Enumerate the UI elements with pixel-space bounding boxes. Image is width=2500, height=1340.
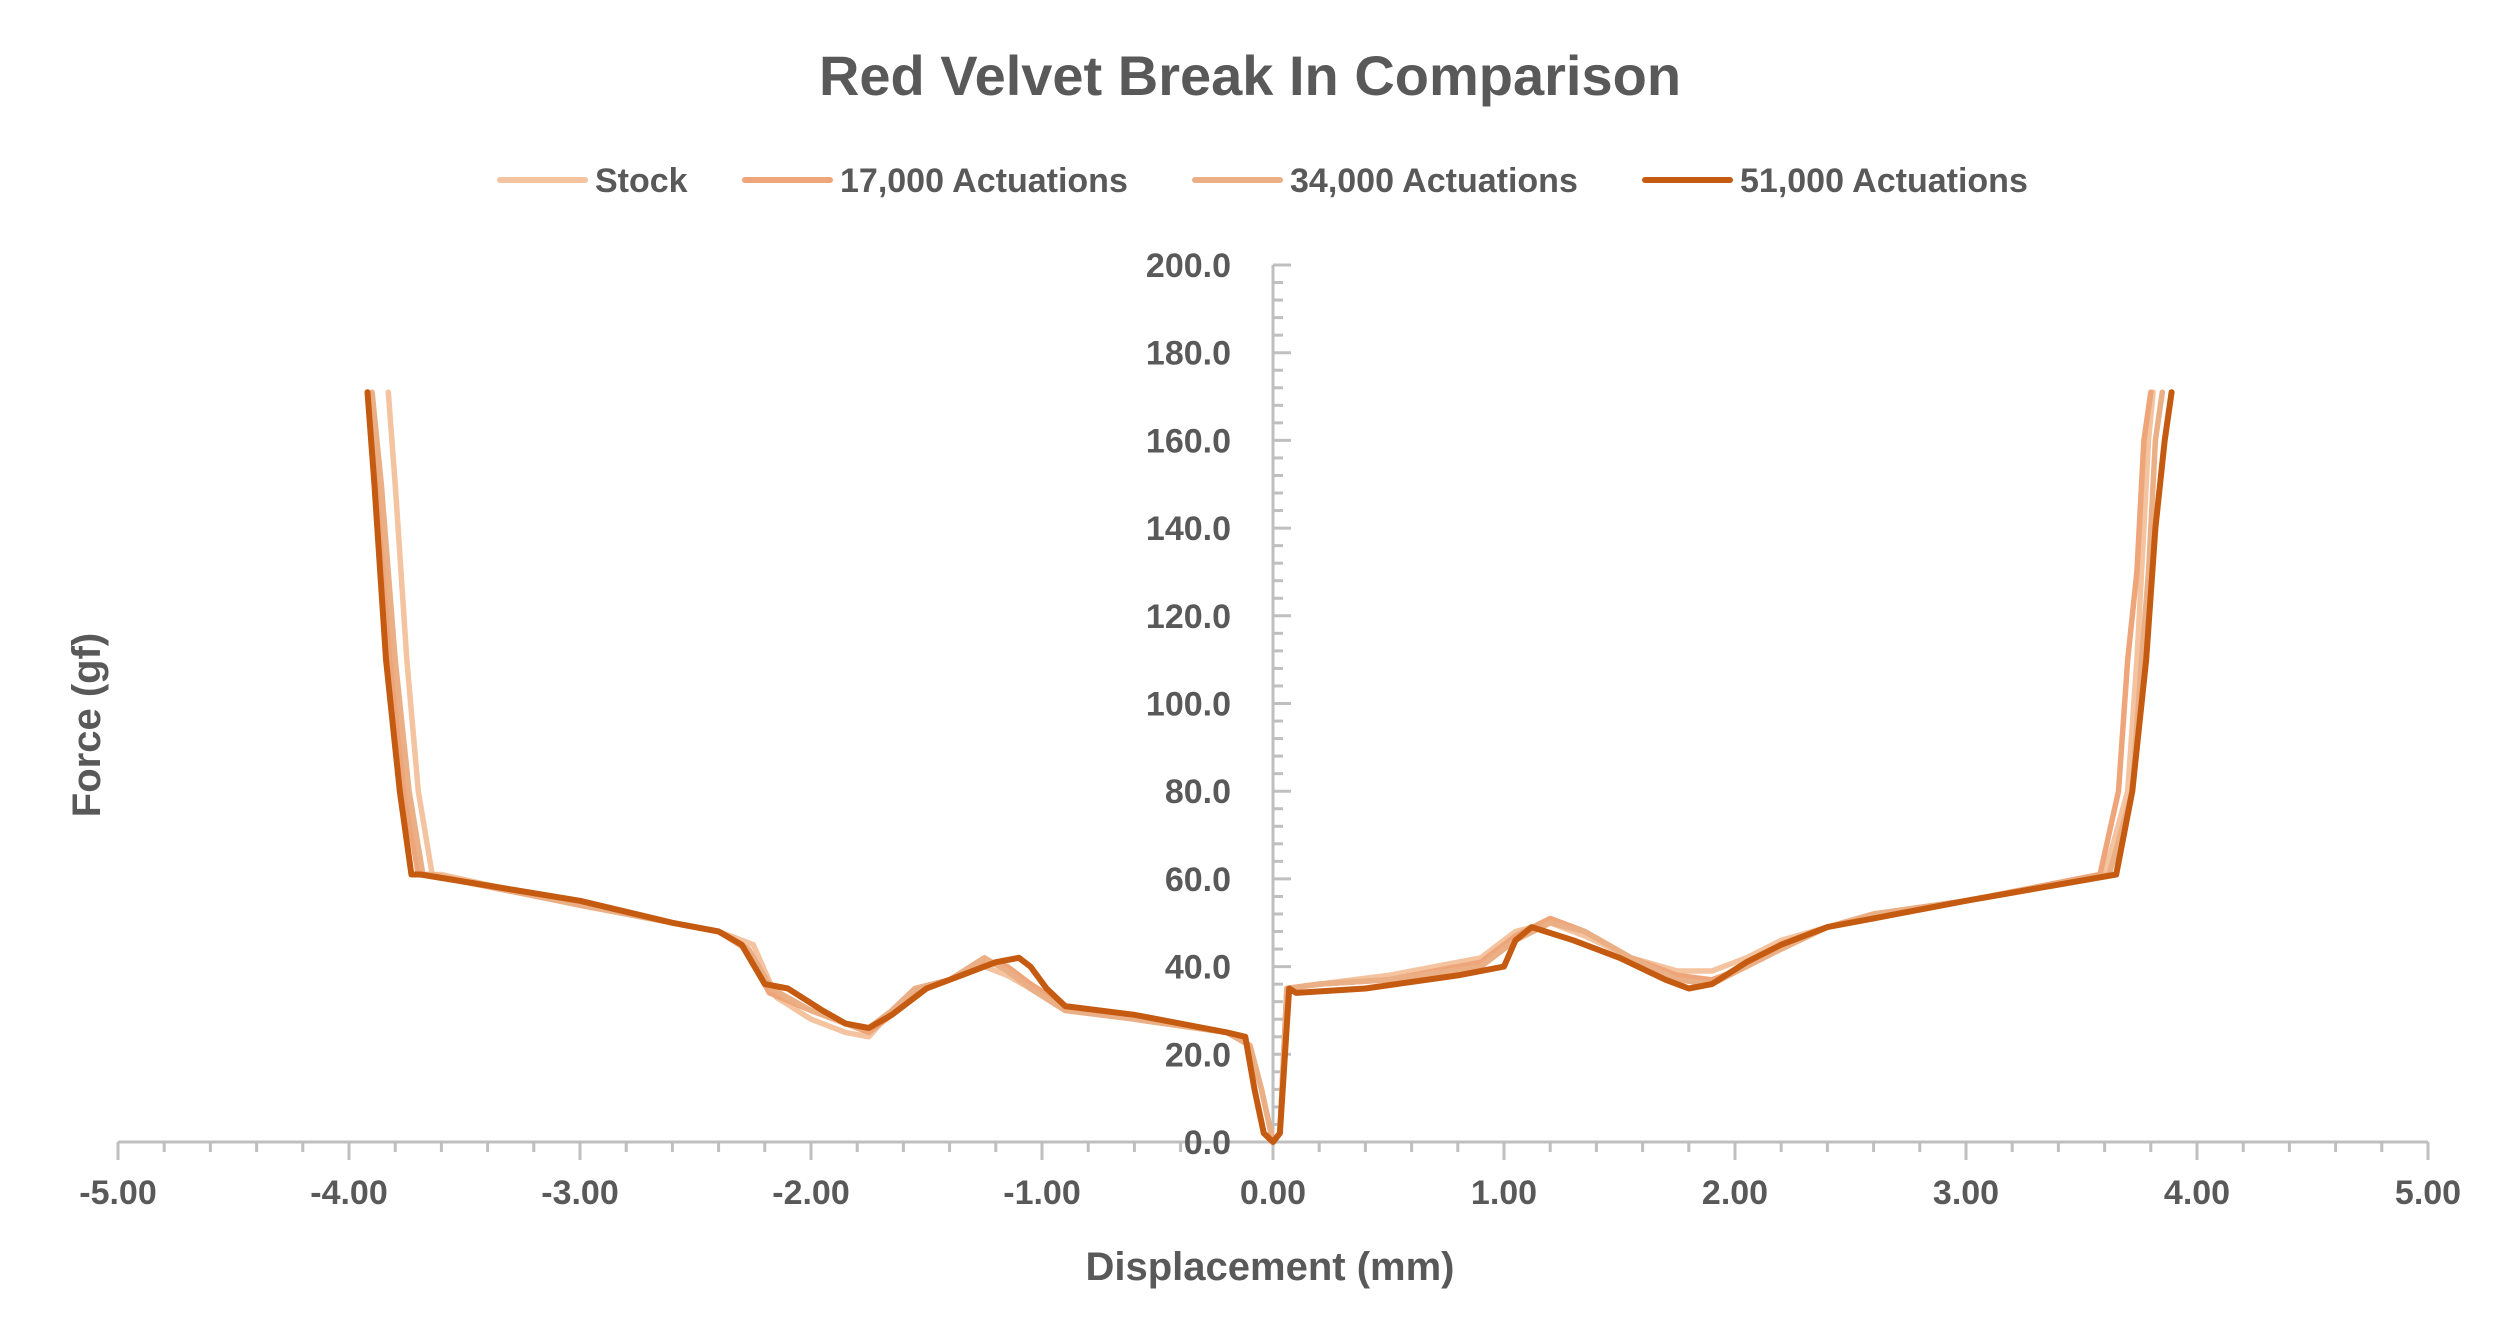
legend-label: Stock bbox=[595, 162, 688, 200]
y-tick-label: 160.0 bbox=[1146, 422, 1231, 460]
y-tick-label: 20.0 bbox=[1165, 1036, 1231, 1074]
legend-label: 17,000 Actuations bbox=[840, 162, 1128, 200]
series-line-3 bbox=[369, 389, 2166, 1145]
series-line-1 bbox=[385, 389, 2156, 1145]
y-tick-label: 0.0 bbox=[1184, 1124, 1231, 1162]
y-axis-title: Force (gf) bbox=[65, 633, 109, 817]
axes: -5.00 -4.00 -3.00 -2.00 -1.00 0.00 1.00 2.00 3.0… bbox=[79, 247, 2461, 1212]
legend-item: 17,000 Actuations bbox=[742, 162, 1128, 200]
x-tick-label: -2.00 bbox=[772, 1174, 850, 1212]
series-lines bbox=[364, 389, 2175, 1145]
y-tick-label: 40.0 bbox=[1165, 949, 1231, 987]
legend-item: 34,000 Actuations bbox=[1192, 162, 1578, 200]
x-tick-label: 1.00 bbox=[1471, 1174, 1537, 1212]
x-tick-label: 4.00 bbox=[2164, 1174, 2230, 1212]
legend-label: 34,000 Actuations bbox=[1290, 162, 1578, 200]
x-tick-label: -1.00 bbox=[1003, 1174, 1081, 1212]
y-tick-label: 200.0 bbox=[1146, 247, 1231, 285]
series-line-4 bbox=[364, 389, 2175, 1145]
y-tick-label: 100.0 bbox=[1146, 686, 1231, 724]
x-tick-label: -5.00 bbox=[79, 1174, 157, 1212]
legend-label: 51,000 Actuations bbox=[1740, 162, 2028, 200]
x-tick-label: 3.00 bbox=[1933, 1174, 1999, 1212]
legend-item: 51,000 Actuations bbox=[1642, 162, 2028, 200]
legend-item: Stock bbox=[497, 162, 688, 200]
y-tick-label: 120.0 bbox=[1146, 598, 1231, 636]
x-axis-title: Displacement (mm) bbox=[1086, 1245, 1455, 1289]
chart-title: Red Velvet Break In Comparison bbox=[819, 44, 1681, 107]
y-tick-label: 140.0 bbox=[1146, 510, 1231, 548]
x-tick-label: -3.00 bbox=[541, 1174, 619, 1212]
y-tick-label: 180.0 bbox=[1146, 335, 1231, 373]
legend: Stock 17,000 Actuations 34,000 Actuations 5… bbox=[497, 162, 2028, 200]
x-tick-label: 2.00 bbox=[1702, 1174, 1768, 1212]
y-tick-label: 80.0 bbox=[1165, 773, 1231, 811]
y-tick-label: 60.0 bbox=[1165, 861, 1231, 899]
x-tick-label: 0.00 bbox=[1240, 1174, 1306, 1212]
series-line-2 bbox=[364, 389, 2154, 1145]
x-tick-label: -4.00 bbox=[310, 1174, 388, 1212]
x-tick-label: 5.00 bbox=[2395, 1174, 2461, 1212]
